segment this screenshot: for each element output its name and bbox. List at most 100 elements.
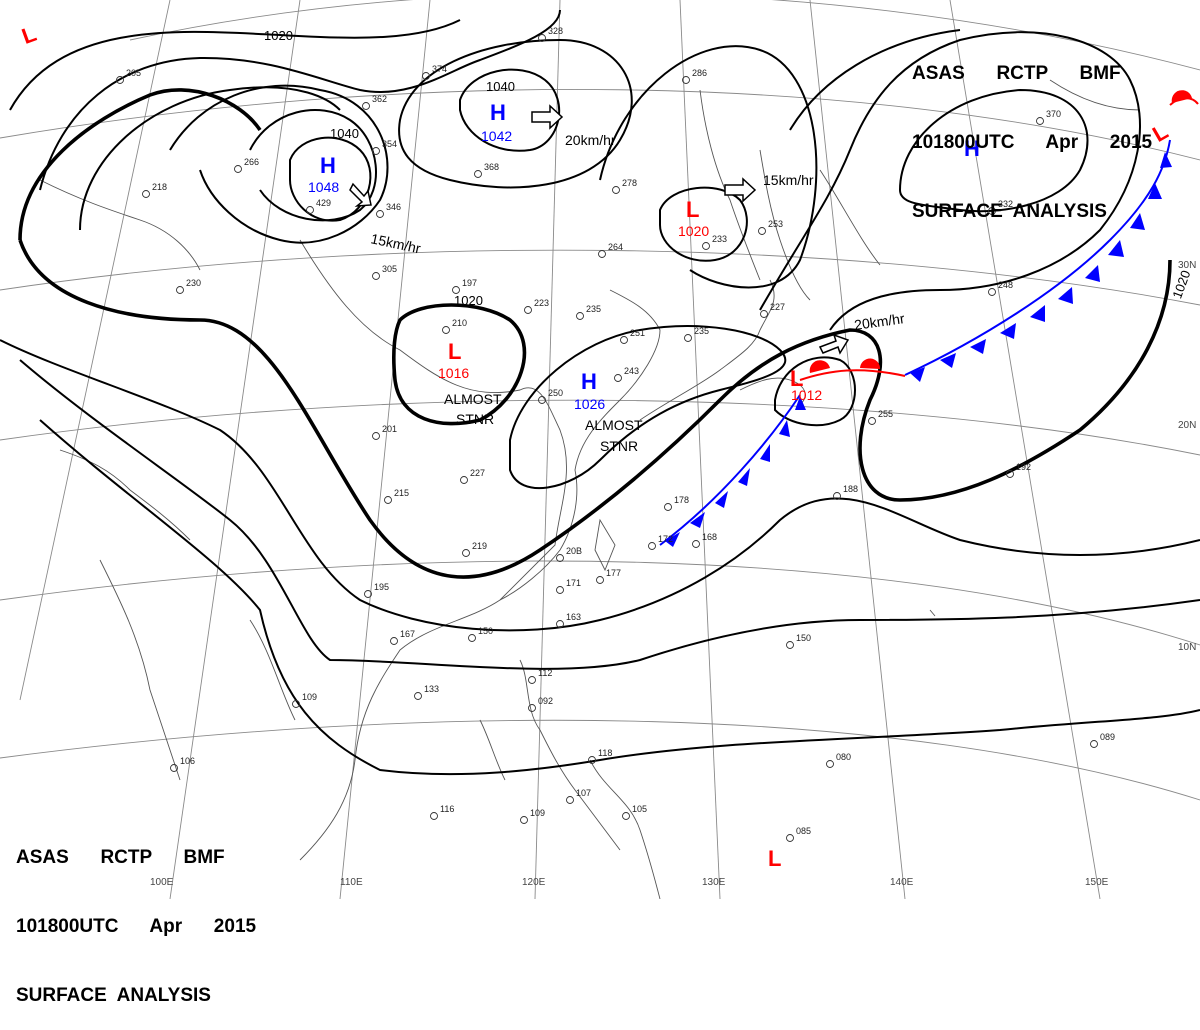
station-marker — [692, 540, 700, 548]
station-pressure-value: 362 — [372, 94, 387, 104]
movement-arrow — [818, 333, 850, 355]
isobars — [0, 9, 1200, 776]
station-pressure-value: 278 — [622, 178, 637, 188]
cold-front — [659, 139, 1172, 547]
station-marker — [372, 272, 380, 280]
station-marker — [362, 102, 370, 110]
station-marker — [1036, 117, 1044, 125]
station-pressure-value: 195 — [374, 582, 389, 592]
low-center-pressure: 1016 — [438, 365, 469, 381]
station-pressure-value: 368 — [484, 162, 499, 172]
station-marker — [170, 764, 178, 772]
low-center-symbol: L — [790, 366, 803, 391]
station-marker — [648, 542, 656, 550]
station-pressure-value: 227 — [770, 302, 785, 312]
low-center-pressure: 1012 — [791, 387, 822, 403]
movement-speed-label: 20km/hr — [565, 132, 616, 148]
station-pressure-value: 286 — [692, 68, 707, 78]
header-title-line: SURFACE ANALYSIS — [912, 201, 1107, 222]
high-center-symbol: H — [581, 369, 597, 394]
station-marker — [520, 816, 528, 824]
station-pressure-value: 210 — [452, 318, 467, 328]
station-marker — [176, 286, 184, 294]
station-pressure-value: 219 — [472, 541, 487, 551]
header-time-line: 101800UTC Apr 2015 — [912, 132, 1153, 153]
movement-arrow — [724, 177, 757, 203]
station-marker — [234, 165, 242, 173]
station-pressure-value: 192 — [1016, 462, 1031, 472]
station-pressure-value: 20B — [566, 546, 582, 556]
station-pressure-value: 354 — [382, 139, 397, 149]
station-pressure-value: 172 — [658, 534, 673, 544]
station-marker — [598, 250, 606, 258]
movement-speed-label: 20km/hr — [853, 310, 906, 333]
station-pressure-value: 133 — [424, 684, 439, 694]
station-pressure-value: 332 — [998, 199, 1013, 209]
station-marker — [556, 586, 564, 594]
station-marker — [786, 834, 794, 842]
station-marker — [1006, 470, 1014, 478]
station-pressure-value: 092 — [538, 696, 553, 706]
station-marker — [682, 76, 690, 84]
station-pressure-value: 243 — [624, 366, 639, 376]
station-pressure-value: 197 — [462, 278, 477, 288]
station-marker — [414, 692, 422, 700]
station-pressure-value: 233 — [712, 234, 727, 244]
movement-arrow — [349, 182, 372, 207]
station-marker — [422, 72, 430, 80]
header-title-line: SURFACE ANALYSIS — [16, 985, 211, 1006]
station-pressure-value: 089 — [1100, 732, 1115, 742]
almost-stationary-label: ALMOST — [585, 417, 643, 433]
station-marker — [364, 590, 372, 598]
station-pressure-value: 167 — [400, 629, 415, 639]
chart-header-bottom-left: ASAS RCTP BMF 101800UTC Apr 2015 SURFACE… — [16, 800, 256, 1030]
station-pressure-value: 235 — [586, 304, 601, 314]
station-marker — [702, 242, 710, 250]
station-pressure-value: 230 — [186, 278, 201, 288]
station-marker — [462, 549, 470, 557]
station-marker — [474, 170, 482, 178]
station-pressure-value: 116 — [440, 804, 454, 814]
station-marker — [376, 210, 384, 218]
station-marker — [684, 334, 692, 342]
station-marker — [664, 503, 672, 511]
station-marker — [826, 760, 834, 768]
high-center-pressure: 1042 — [481, 128, 512, 144]
station-pressure-value: 248 — [998, 280, 1013, 290]
station-pressure-value: 168 — [702, 532, 717, 542]
grid-labels: 100E 110E 120E 130E 140E 150E 30N 20N 10… — [150, 260, 1196, 888]
station-pressure-value: 346 — [386, 202, 401, 212]
latitude-label: 30N — [1178, 260, 1196, 271]
station-pressure-value: 085 — [796, 826, 811, 836]
station-pressure-value: 235 — [694, 326, 709, 336]
almost-stationary-label: STNR — [456, 411, 494, 427]
longitude-label: 130E — [702, 877, 726, 888]
station-marker — [116, 76, 124, 84]
station-pressure-value: 251 — [630, 328, 645, 338]
lat-lon-grid — [0, 0, 1200, 899]
station-pressure-value: 223 — [534, 298, 549, 308]
latitude-label: 10N — [1178, 642, 1196, 653]
station-pressure-value: 171 — [566, 578, 581, 588]
isobar-labels: 1020 1020 1020 1040 1040 — [264, 28, 1193, 308]
longitude-label: 110E — [340, 877, 363, 888]
station-pressure-value: 178 — [674, 495, 689, 505]
header-station-line: ASAS RCTP BMF — [912, 63, 1121, 84]
low-center-symbol: L — [686, 197, 699, 222]
station-marker — [430, 812, 438, 820]
station-marker — [566, 796, 574, 804]
low-center-symbol: L — [768, 846, 781, 871]
station-pressure-value: 188 — [843, 484, 858, 494]
longitude-label: 150E — [1085, 877, 1109, 888]
movement-arrow — [531, 104, 564, 130]
station-marker — [142, 190, 150, 198]
station-pressure-value: 118 — [598, 748, 612, 758]
station-marker — [576, 312, 584, 320]
station-marker — [556, 554, 564, 562]
low-center-symbol: L — [448, 339, 461, 364]
map-background — [0, 0, 1200, 899]
station-pressure-value: 374 — [432, 64, 447, 74]
longitude-label: 120E — [522, 877, 546, 888]
station-marker — [460, 476, 468, 484]
station-marker — [596, 576, 604, 584]
